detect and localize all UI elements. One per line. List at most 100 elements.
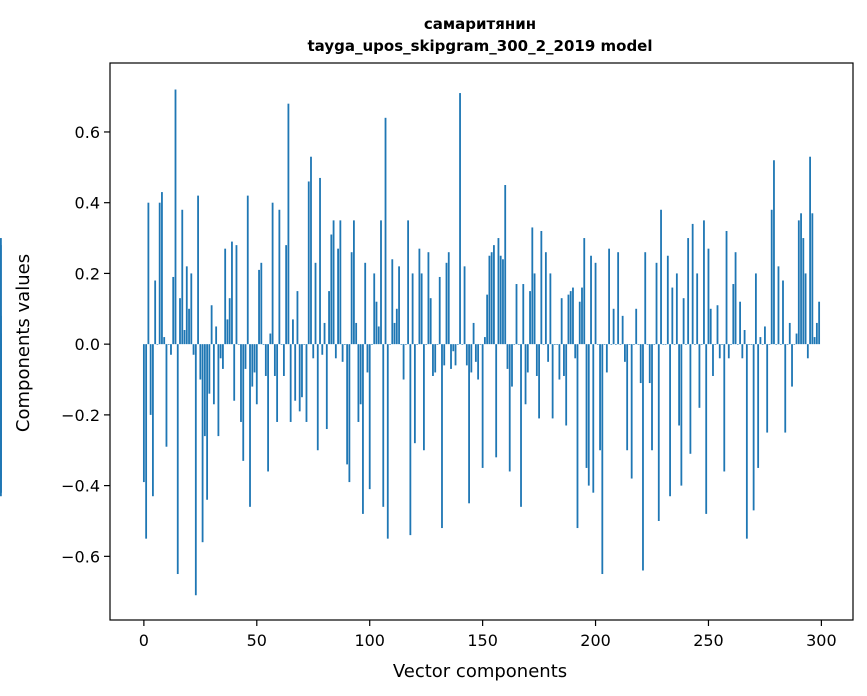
bar <box>721 344 723 345</box>
bar <box>208 344 211 394</box>
bar <box>454 344 457 366</box>
bar <box>743 330 746 345</box>
bar <box>770 209 773 345</box>
bar <box>328 291 330 345</box>
bar <box>718 344 721 359</box>
bar <box>280 344 283 345</box>
bar <box>499 255 502 345</box>
bar <box>795 333 798 345</box>
bar <box>407 220 410 345</box>
bar <box>495 344 498 458</box>
bar <box>621 315 624 345</box>
bar <box>754 273 757 345</box>
bar <box>341 344 344 362</box>
bar <box>741 344 744 359</box>
bar <box>619 344 622 345</box>
bar <box>800 213 802 345</box>
bar <box>700 344 703 345</box>
bar <box>574 344 577 359</box>
bar <box>161 192 163 345</box>
bar <box>391 259 394 345</box>
bar <box>461 344 464 345</box>
bar <box>199 344 202 380</box>
bar <box>425 344 428 345</box>
bar <box>231 241 233 345</box>
bar <box>343 344 346 345</box>
bar <box>145 344 148 539</box>
bar <box>605 344 608 373</box>
bar <box>371 344 373 345</box>
bar <box>599 344 601 451</box>
bar <box>490 252 493 345</box>
bar <box>271 202 274 345</box>
bar <box>411 273 414 345</box>
bar <box>456 344 459 345</box>
bar <box>382 344 385 507</box>
bar <box>703 220 705 345</box>
bar <box>355 322 358 345</box>
bar <box>386 344 389 539</box>
bar <box>310 156 312 345</box>
bar <box>474 344 477 362</box>
bar <box>671 287 674 345</box>
bar <box>526 344 529 373</box>
bar <box>809 156 811 345</box>
bar <box>226 319 229 345</box>
bar <box>393 322 396 345</box>
bar <box>635 308 638 345</box>
bar <box>260 262 263 345</box>
bar <box>483 337 486 345</box>
bar <box>553 344 556 345</box>
bar <box>646 344 649 345</box>
bar <box>334 344 337 359</box>
bar <box>664 344 667 345</box>
bar <box>212 344 215 405</box>
bar <box>748 344 751 345</box>
bar <box>594 262 597 345</box>
bar <box>0 238 2 345</box>
bar <box>416 344 419 345</box>
bar <box>660 209 662 345</box>
bar <box>698 344 701 408</box>
bar <box>228 298 231 345</box>
bar <box>158 202 161 345</box>
bar <box>497 238 500 345</box>
bar <box>332 220 335 345</box>
bar <box>0 333 2 345</box>
bar <box>427 252 430 345</box>
bar <box>569 291 572 345</box>
bar <box>531 227 534 345</box>
bar <box>815 322 818 345</box>
bar <box>502 259 504 345</box>
bar <box>581 287 583 345</box>
bar <box>786 344 789 345</box>
bar <box>544 252 547 345</box>
bar <box>592 344 595 493</box>
bar <box>585 344 588 468</box>
y-tick-label: −0.4 <box>61 477 100 496</box>
bar <box>244 344 247 369</box>
bar <box>648 344 651 384</box>
bar <box>802 238 805 345</box>
bar <box>282 344 285 376</box>
bar <box>486 294 489 345</box>
bar <box>493 245 495 345</box>
bar <box>337 248 339 345</box>
bar <box>452 344 455 352</box>
bar <box>377 326 380 345</box>
bar <box>165 344 168 447</box>
bar <box>666 255 669 345</box>
bar <box>174 89 177 345</box>
bar <box>488 255 491 345</box>
bar <box>689 344 692 454</box>
bar <box>222 344 224 369</box>
bar <box>637 344 640 345</box>
x-axis-label: Vector components <box>393 661 567 682</box>
bar <box>233 344 236 401</box>
chart-subtitle: tayga_upos_skipgram_300_2_2019 model <box>308 37 653 55</box>
bar <box>705 344 708 514</box>
bar <box>524 344 527 405</box>
bar <box>296 291 299 345</box>
bar <box>197 195 199 345</box>
